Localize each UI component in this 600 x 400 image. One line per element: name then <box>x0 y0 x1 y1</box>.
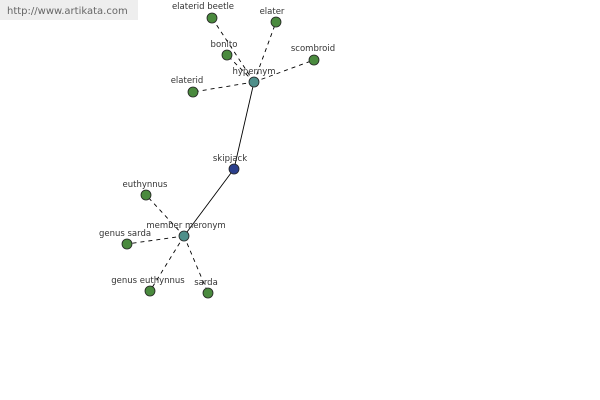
edge <box>183 235 209 294</box>
node-label: scombroid <box>291 44 335 54</box>
edge <box>233 81 255 170</box>
node[interactable] <box>221 49 233 61</box>
node-label: genus euthynnus <box>111 276 185 286</box>
edge <box>183 168 235 237</box>
node-label: elaterid <box>171 76 204 86</box>
node-label: bonito <box>211 40 238 50</box>
labels: skipjack hypernym member meronym elateri… <box>99 2 335 288</box>
nodes <box>121 12 320 299</box>
node-label: skipjack <box>213 154 247 164</box>
node[interactable] <box>206 12 218 24</box>
node-label: sarda <box>194 278 218 288</box>
node[interactable] <box>270 16 282 28</box>
node-label: member meronym <box>146 221 225 231</box>
node[interactable] <box>248 76 260 88</box>
edges <box>126 17 315 294</box>
watermark: http://www.artikata.com <box>7 6 128 17</box>
node[interactable] <box>228 163 240 175</box>
node-label: elaterid beetle <box>172 2 234 12</box>
edge <box>253 21 277 83</box>
node[interactable] <box>202 287 214 299</box>
node[interactable] <box>178 230 190 242</box>
node-label: elater <box>260 7 285 17</box>
edge <box>145 194 185 237</box>
node[interactable] <box>187 86 199 98</box>
node-label: hypernym <box>232 67 275 77</box>
node[interactable] <box>140 189 152 201</box>
edge <box>253 59 315 83</box>
edge <box>192 81 255 93</box>
edge <box>126 235 185 245</box>
edge <box>149 235 185 292</box>
edge <box>226 54 255 83</box>
watermark-box <box>0 0 138 20</box>
node-label: euthynnus <box>123 180 169 190</box>
node[interactable] <box>308 54 320 66</box>
node[interactable] <box>144 285 156 297</box>
node[interactable] <box>121 238 133 250</box>
node-label: genus sarda <box>99 229 151 239</box>
